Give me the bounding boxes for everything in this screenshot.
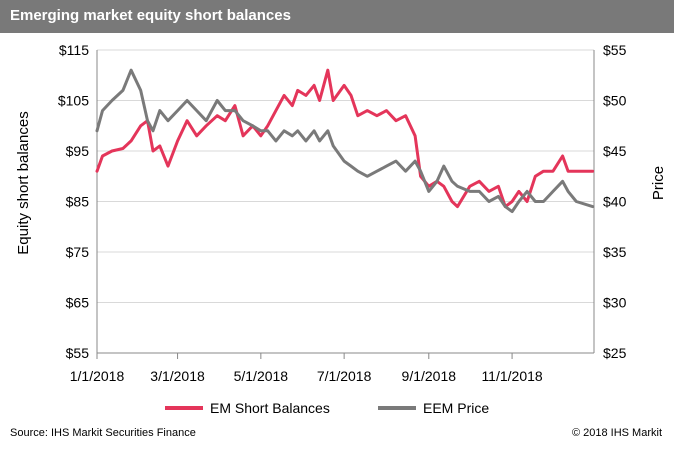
tick-labels: $55 $65 $75 $85 $95 $105 $115 $25 $30 $35 $40 $45 $5… [58, 42, 627, 384]
source-note: Source: IHS Markit Securities Finance [10, 427, 196, 439]
y-right-tick-label: $35 [603, 244, 627, 260]
x-tick-label: 9/1/2018 [402, 368, 457, 384]
y-left-tick-label: $85 [66, 194, 90, 210]
legend-label-em-short: EM Short Balances [210, 400, 330, 416]
y-right-tick-label: $55 [603, 42, 627, 58]
series-lines [95, 68, 595, 214]
legend-label-eem-price: EEM Price [423, 400, 489, 416]
y-left-axis-title: Equity short balances [15, 111, 32, 254]
y-right-axis-title: Price [650, 166, 667, 200]
y-left-tick-label: $105 [58, 93, 89, 109]
y-right-tick-label: $50 [603, 93, 627, 109]
x-tick-label: 5/1/2018 [234, 368, 289, 384]
y-left-tick-label: $55 [66, 345, 90, 361]
chart-title-bar: Emerging market equity short balances [0, 0, 674, 33]
x-tick-label: 11/1/2018 [481, 368, 542, 384]
y-right-tick-label: $40 [603, 194, 627, 210]
x-tick-label: 3/1/2018 [150, 368, 205, 384]
y-left-tick-label: $115 [59, 42, 89, 58]
legend: EM Short Balances EEM Price [165, 400, 489, 416]
y-right-tick-label: $45 [603, 143, 627, 159]
grid-lines [97, 49, 594, 303]
axes [96, 50, 595, 359]
copyright-note: © 2018 IHS Markit [571, 427, 662, 439]
y-right-tick-label: $30 [603, 295, 627, 311]
x-tick-label: 1/1/2018 [70, 368, 125, 384]
series-line-em-short-balances [95, 68, 595, 209]
series-line-eem-price [95, 68, 595, 214]
y-left-tick-label: $75 [66, 244, 90, 260]
x-tick-label: 7/1/2018 [317, 368, 372, 384]
chart-title: Emerging market equity short balances [10, 7, 291, 24]
y-right-tick-label: $25 [603, 345, 627, 361]
y-left-tick-label: $95 [66, 143, 90, 159]
y-left-tick-label: $65 [66, 295, 90, 311]
